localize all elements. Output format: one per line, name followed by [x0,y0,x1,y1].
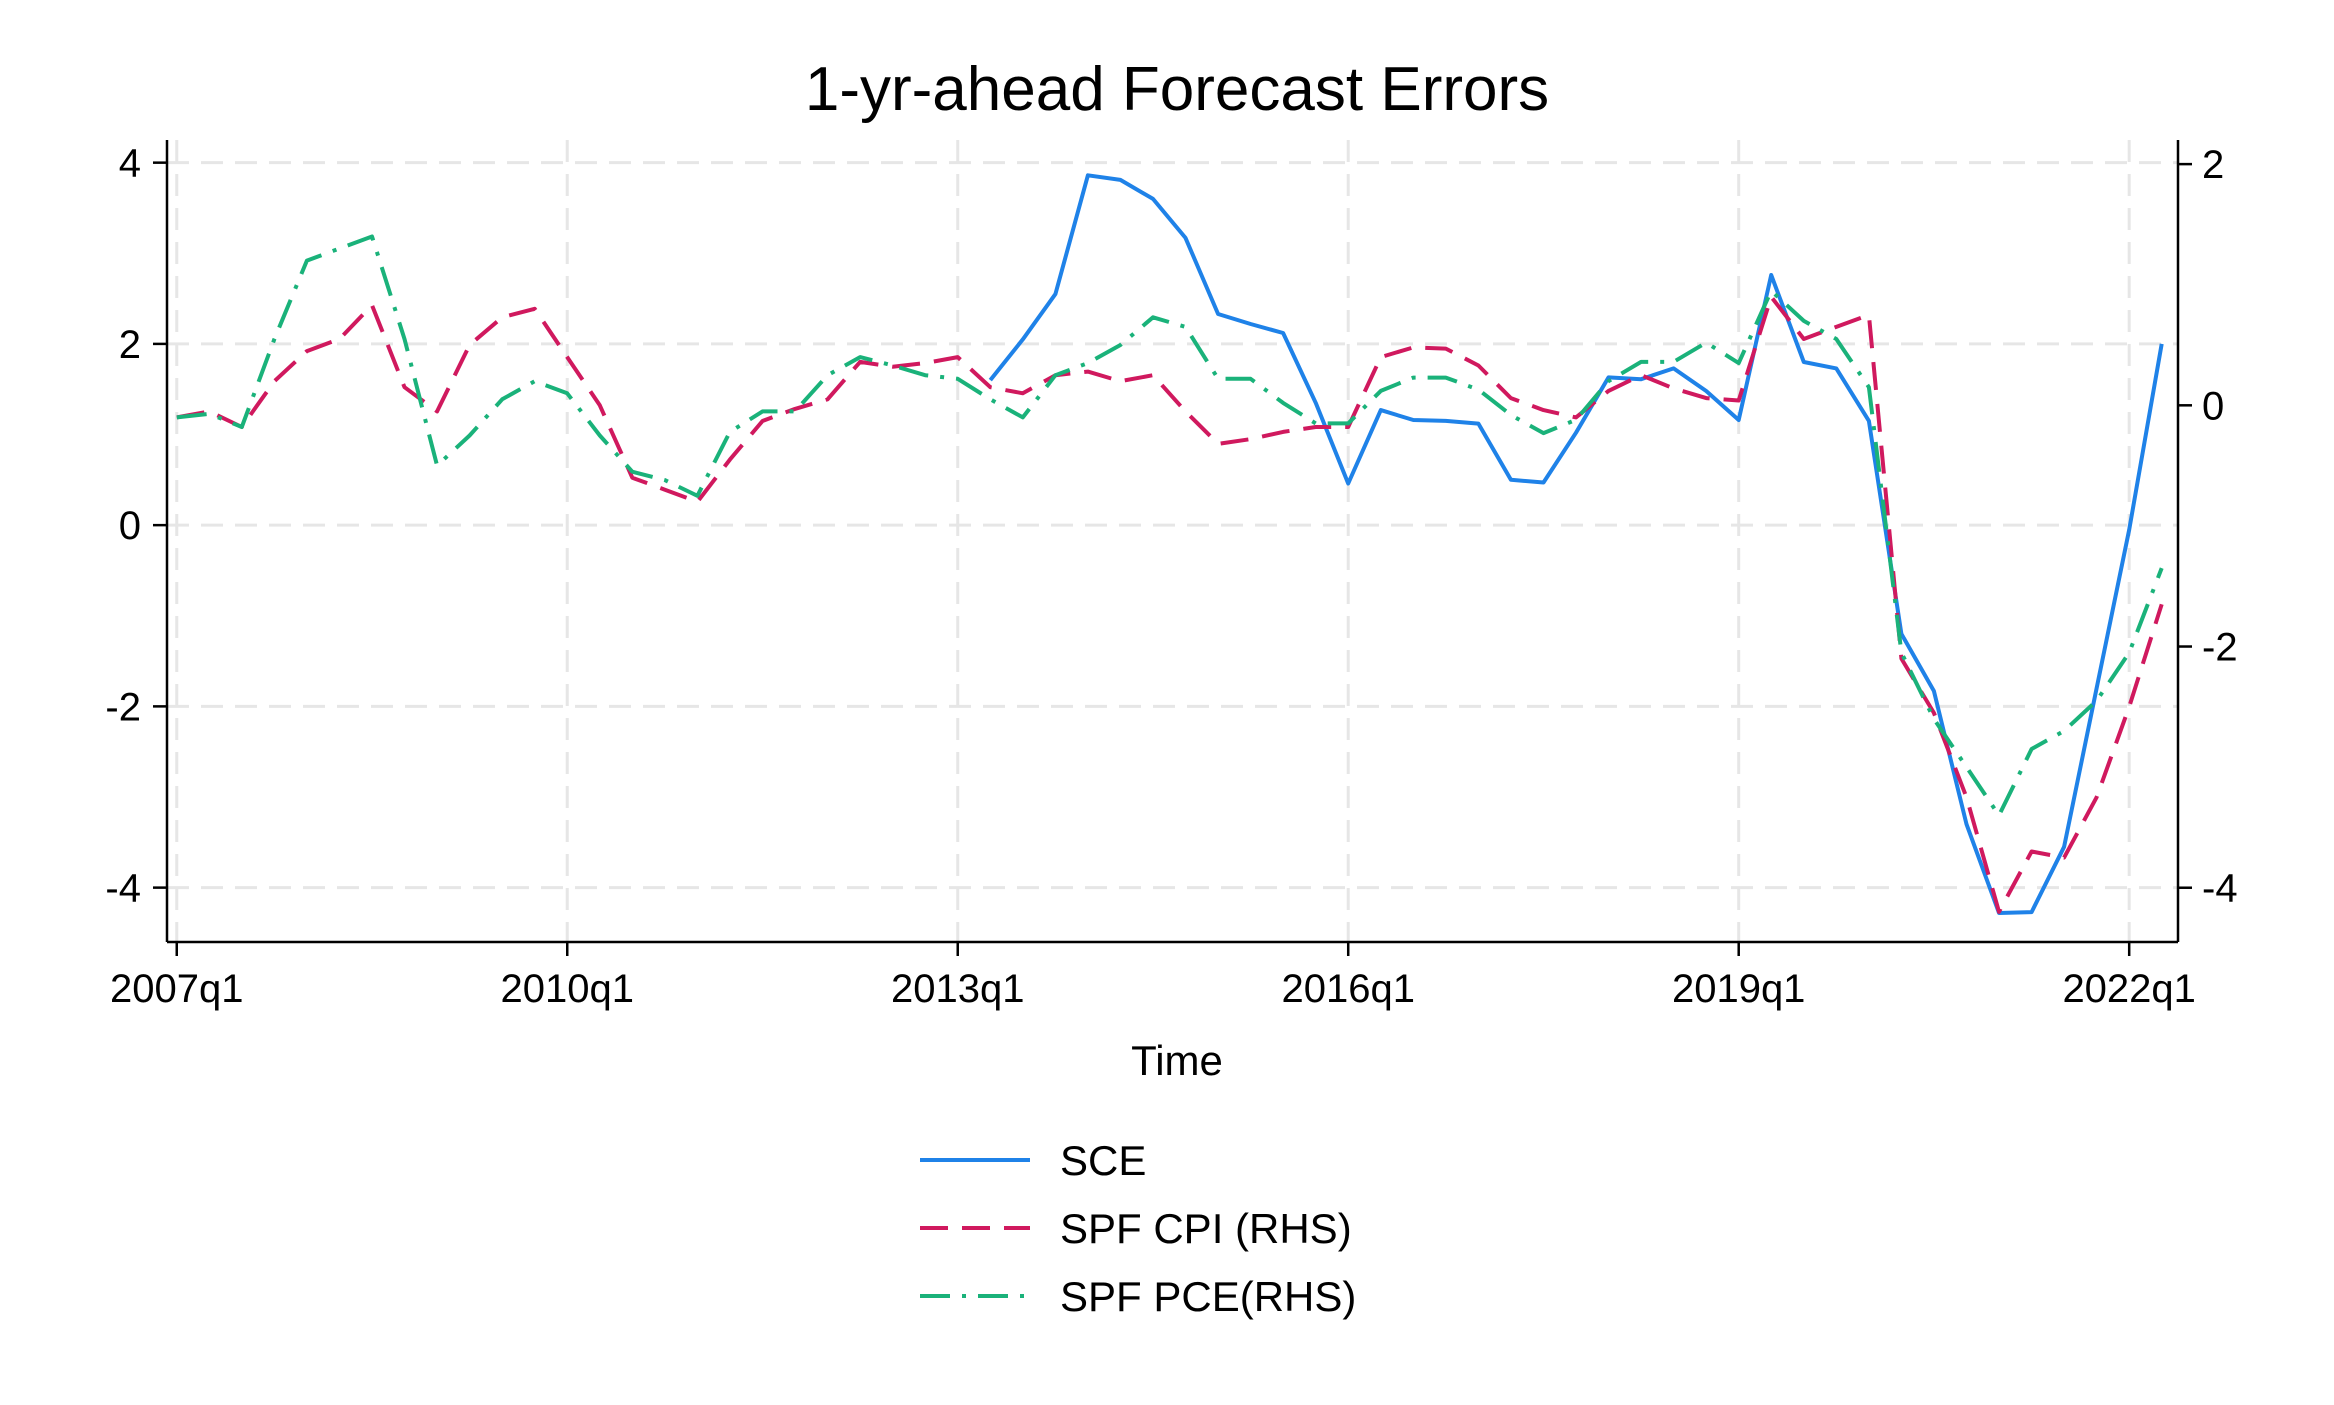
axes: -4 -2 0 2 4 -4 -2 0 2 2007q1 2010q1 2013q1 2016q1 201… [105,140,2238,1011]
x-tick-label: 2007q1 [110,967,243,1011]
y-right-tick-label: 2 [2202,143,2224,187]
x-tick-label: 2016q1 [1281,967,1414,1011]
x-axis-title: Time [1131,1037,1223,1084]
series-line-2 [176,294,2164,914]
x-tick-label: 2010q1 [501,967,634,1011]
x-tick-label: 2022q1 [2062,967,2195,1011]
series-line-3 [176,234,2164,818]
y-left-tick-label: 4 [119,142,141,186]
series-line-1 [988,173,2164,915]
chart-title: 1-yr-ahead Forecast Errors [805,55,1549,124]
y-right-tick-label: 0 [2202,384,2224,428]
x-tick-label: 2019q1 [1672,967,1805,1011]
legend-label-3: SPF PCE(RHS) [1060,1273,1356,1320]
y-left-tick-label: 0 [119,504,141,548]
y-left-tick-label: -4 [105,867,141,911]
grid [167,140,2178,942]
series-lines [176,173,2164,915]
y-right-tick-label: -2 [2202,626,2238,670]
y-left-tick-label: -2 [105,685,141,729]
y-left-tick-label: 2 [119,323,141,367]
y-right-tick-label: -4 [2202,867,2238,911]
x-tick-label: 2013q1 [891,967,1024,1011]
legend-label-1: SCE [1060,1137,1146,1184]
legend: SCE SPF CPI (RHS) SPF PCE(RHS) [920,1137,1356,1320]
legend-label-2: SPF CPI (RHS) [1060,1205,1352,1252]
